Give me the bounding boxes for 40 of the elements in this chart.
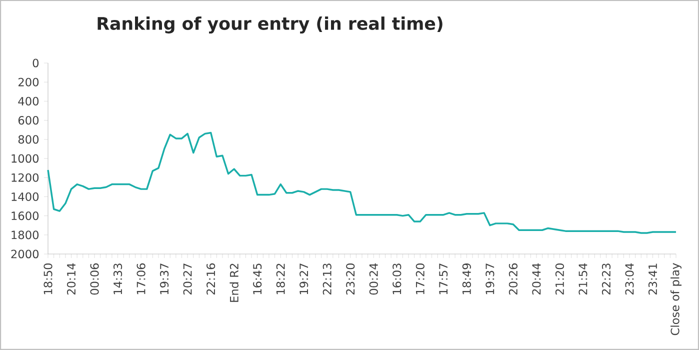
- y-tick-label: 200: [18, 78, 39, 86]
- x-tick-label: 17:06: [136, 263, 146, 294]
- x-tick-label: 00:24: [369, 263, 378, 295]
- y-tick-label: 1600: [12, 212, 39, 220]
- x-tick-label: 20:44: [532, 263, 541, 295]
- x-tick-label: 20:26: [508, 263, 518, 295]
- x-tick-label: 18:49: [462, 264, 471, 294]
- x-tick-label: 16:03: [392, 264, 402, 294]
- x-tick-label: 16:45: [253, 264, 262, 294]
- x-tick-label: 22:13: [322, 264, 332, 295]
- x-tick-label: 19:37: [160, 264, 169, 294]
- x-tick-label: 17:57: [439, 264, 448, 294]
- y-tick-label: 1200: [12, 173, 39, 182]
- y-tick-label: 1800: [12, 230, 39, 240]
- y-tick-label: 800: [18, 135, 39, 144]
- y-tick-label: 2000: [11, 250, 39, 258]
- x-tick-label: 00:06: [90, 263, 99, 295]
- x-tick-label: End R2: [230, 264, 238, 302]
- x-tick-label: 22:16: [206, 263, 216, 295]
- x-tick-label: 17:20: [416, 263, 424, 294]
- x-tick-label: 14:33: [114, 264, 122, 294]
- x-tick-label: 21:20: [555, 263, 564, 295]
- y-tick-label: 1400: [12, 192, 39, 201]
- y-tick-label: 600: [18, 116, 39, 125]
- x-tick-label: 20:14: [66, 263, 76, 295]
- x-tick-label: 22:23: [602, 264, 611, 295]
- y-tick-label: 400: [18, 96, 39, 106]
- x-tick-label: 20:27: [183, 264, 192, 295]
- x-tick-label: Close of play: [670, 263, 682, 336]
- x-tick-label: 21:54: [578, 263, 588, 295]
- x-tick-label: 18:50: [44, 263, 52, 294]
- x-tick-label: 23:04: [625, 263, 634, 295]
- x-tick-label: 18:22: [276, 264, 285, 294]
- x-tick-label: 23:20: [346, 263, 355, 295]
- x-tick-label: 23:41: [648, 264, 658, 295]
- x-tick-label: 19:27: [300, 264, 308, 294]
- chart-title: Ranking of your entry (in real time): [98, 16, 442, 34]
- y-tick-label: 1000: [12, 154, 39, 163]
- x-tick-label: 19:37: [486, 264, 494, 294]
- y-tick-label: 0: [32, 58, 39, 68]
